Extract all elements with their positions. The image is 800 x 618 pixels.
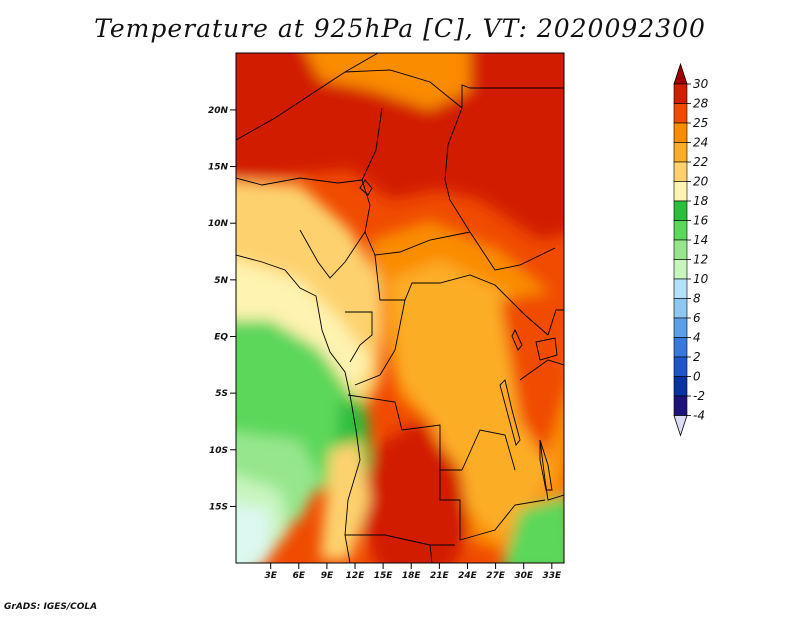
border-tanzania [519,359,564,381]
colorbar-label: 2 [693,350,701,364]
lake-chad [359,179,373,196]
lat-tick-label: 15N [208,163,229,173]
latitude-ticks: 20N 15N 10N 5N EQ 5S 10S 15S [208,106,236,512]
lon-tick-label: 9E [321,571,334,581]
colorbar-swatch [673,395,688,416]
lon-tick-label: 6E [293,571,306,581]
colorbar-label: 30 [693,77,709,91]
border-chad-sudan [444,107,471,233]
lake-malawi [539,439,553,491]
border-nigeria-cameroon [299,204,371,279]
colorbar-swatch [673,83,688,104]
colorbar-swatch [673,142,688,163]
colorbar-swatch [673,376,688,397]
lon-tick-label: 18E [402,571,422,581]
border-niger-nigeria [236,177,363,186]
border-sudan-south-sudan [469,231,556,271]
lon-tick-label: 15E [374,571,394,581]
lat-tick-label: 5N [214,276,228,286]
colorbar-label: 25 [693,116,708,130]
colorbar-swatch [673,239,688,260]
lon-tick-label: 33E [542,571,562,581]
coastline [236,254,361,563]
colorbar-label: 10 [693,272,709,286]
border-angola-namibia [345,534,455,546]
colorbar-swatch [673,278,688,299]
lon-tick-label: 12E [346,571,366,581]
border-south [429,544,433,563]
border-congo-drc [354,299,406,386]
colorbar-label: 18 [693,194,709,208]
temperature-field [236,53,564,563]
border-niger-chad [361,107,383,206]
colorbar-bottom-arrow [673,415,688,437]
map-title: Temperature at 925hPa [C], VT: 202009230… [94,14,706,43]
field-south-hot [360,420,470,563]
colorbar-label: 28 [693,97,709,111]
border-east-kenya [547,309,564,336]
border-gabon-congo [345,311,373,363]
border-angola-zambia [439,470,461,540]
map-frame [235,52,565,564]
colorbar-label: 24 [693,136,708,150]
border-drc-zambia [461,429,516,471]
colorbar-swatch [673,122,688,143]
field-southeast-green [503,496,564,563]
colorbar-label: 6 [693,311,701,325]
colorbar-swatch [673,298,688,319]
colorbar-label: -2 [693,389,705,403]
credit-text: GrADS: IGES/COLA [4,602,98,612]
lon-tick-label: 30E [514,571,534,581]
colorbar-label: 8 [693,292,701,306]
colorbar-label: 12 [693,253,708,267]
border-drc-angola [347,394,462,471]
colorbar-top-arrow [673,62,688,85]
lat-tick-label: EQ [214,333,228,343]
border-car-drc [374,254,496,301]
lake-tanganyika [499,379,521,446]
coastline-west [236,254,361,563]
colorbar-swatch [673,200,688,221]
colorbar-label: 0 [693,370,701,384]
colorbar-label: 14 [693,233,708,247]
border-zambia-zimbabwe [459,499,546,541]
colorbar-label: 4 [693,331,701,345]
border-drc-uganda [494,284,549,336]
field-north-orange [306,53,470,110]
field-north-hot [236,53,564,240]
lon-tick-label: 27E [486,571,506,581]
field-southwest-yellow [320,440,370,560]
colorbar-swatch [673,103,688,124]
lake-albert [511,328,523,351]
lat-tick-label: 10N [208,219,229,229]
colorbar-swatch [673,161,688,182]
lakes [359,179,558,491]
colorbar-label: 20 [693,175,709,189]
colorbar-swatch [673,259,688,280]
lat-tick-label: 20N [208,106,229,116]
colorbar-label: 22 [693,155,708,169]
border-niger-chad-libya [344,69,463,109]
colorbar-swatch [673,356,688,377]
longitude-ticks: 3E 6E 9E 12E 15E 18E 21E 24E 27E 30E 33E [264,563,562,581]
lat-tick-label: 5S [215,389,228,399]
border-algeria-niger [236,53,379,141]
lat-tick-label: 15S [209,502,228,512]
colorbar-swatch [673,317,688,338]
lat-tick-label: 10S [209,446,228,456]
colorbar-label: 16 [693,214,709,228]
lon-tick-label: 24E [458,571,478,581]
colorbar-swatch [673,337,688,358]
colorbar-swatch [673,181,688,202]
colorbar-label: -4 [693,409,705,423]
lon-tick-label: 3E [264,571,277,581]
border-chad-sudan-north [461,84,564,108]
field-ocean-cyan [236,503,270,563]
border-chad-car [364,231,471,256]
lon-tick-label: 21E [430,571,450,581]
colorbar-swatch [673,220,688,241]
lake-victoria [535,337,558,361]
